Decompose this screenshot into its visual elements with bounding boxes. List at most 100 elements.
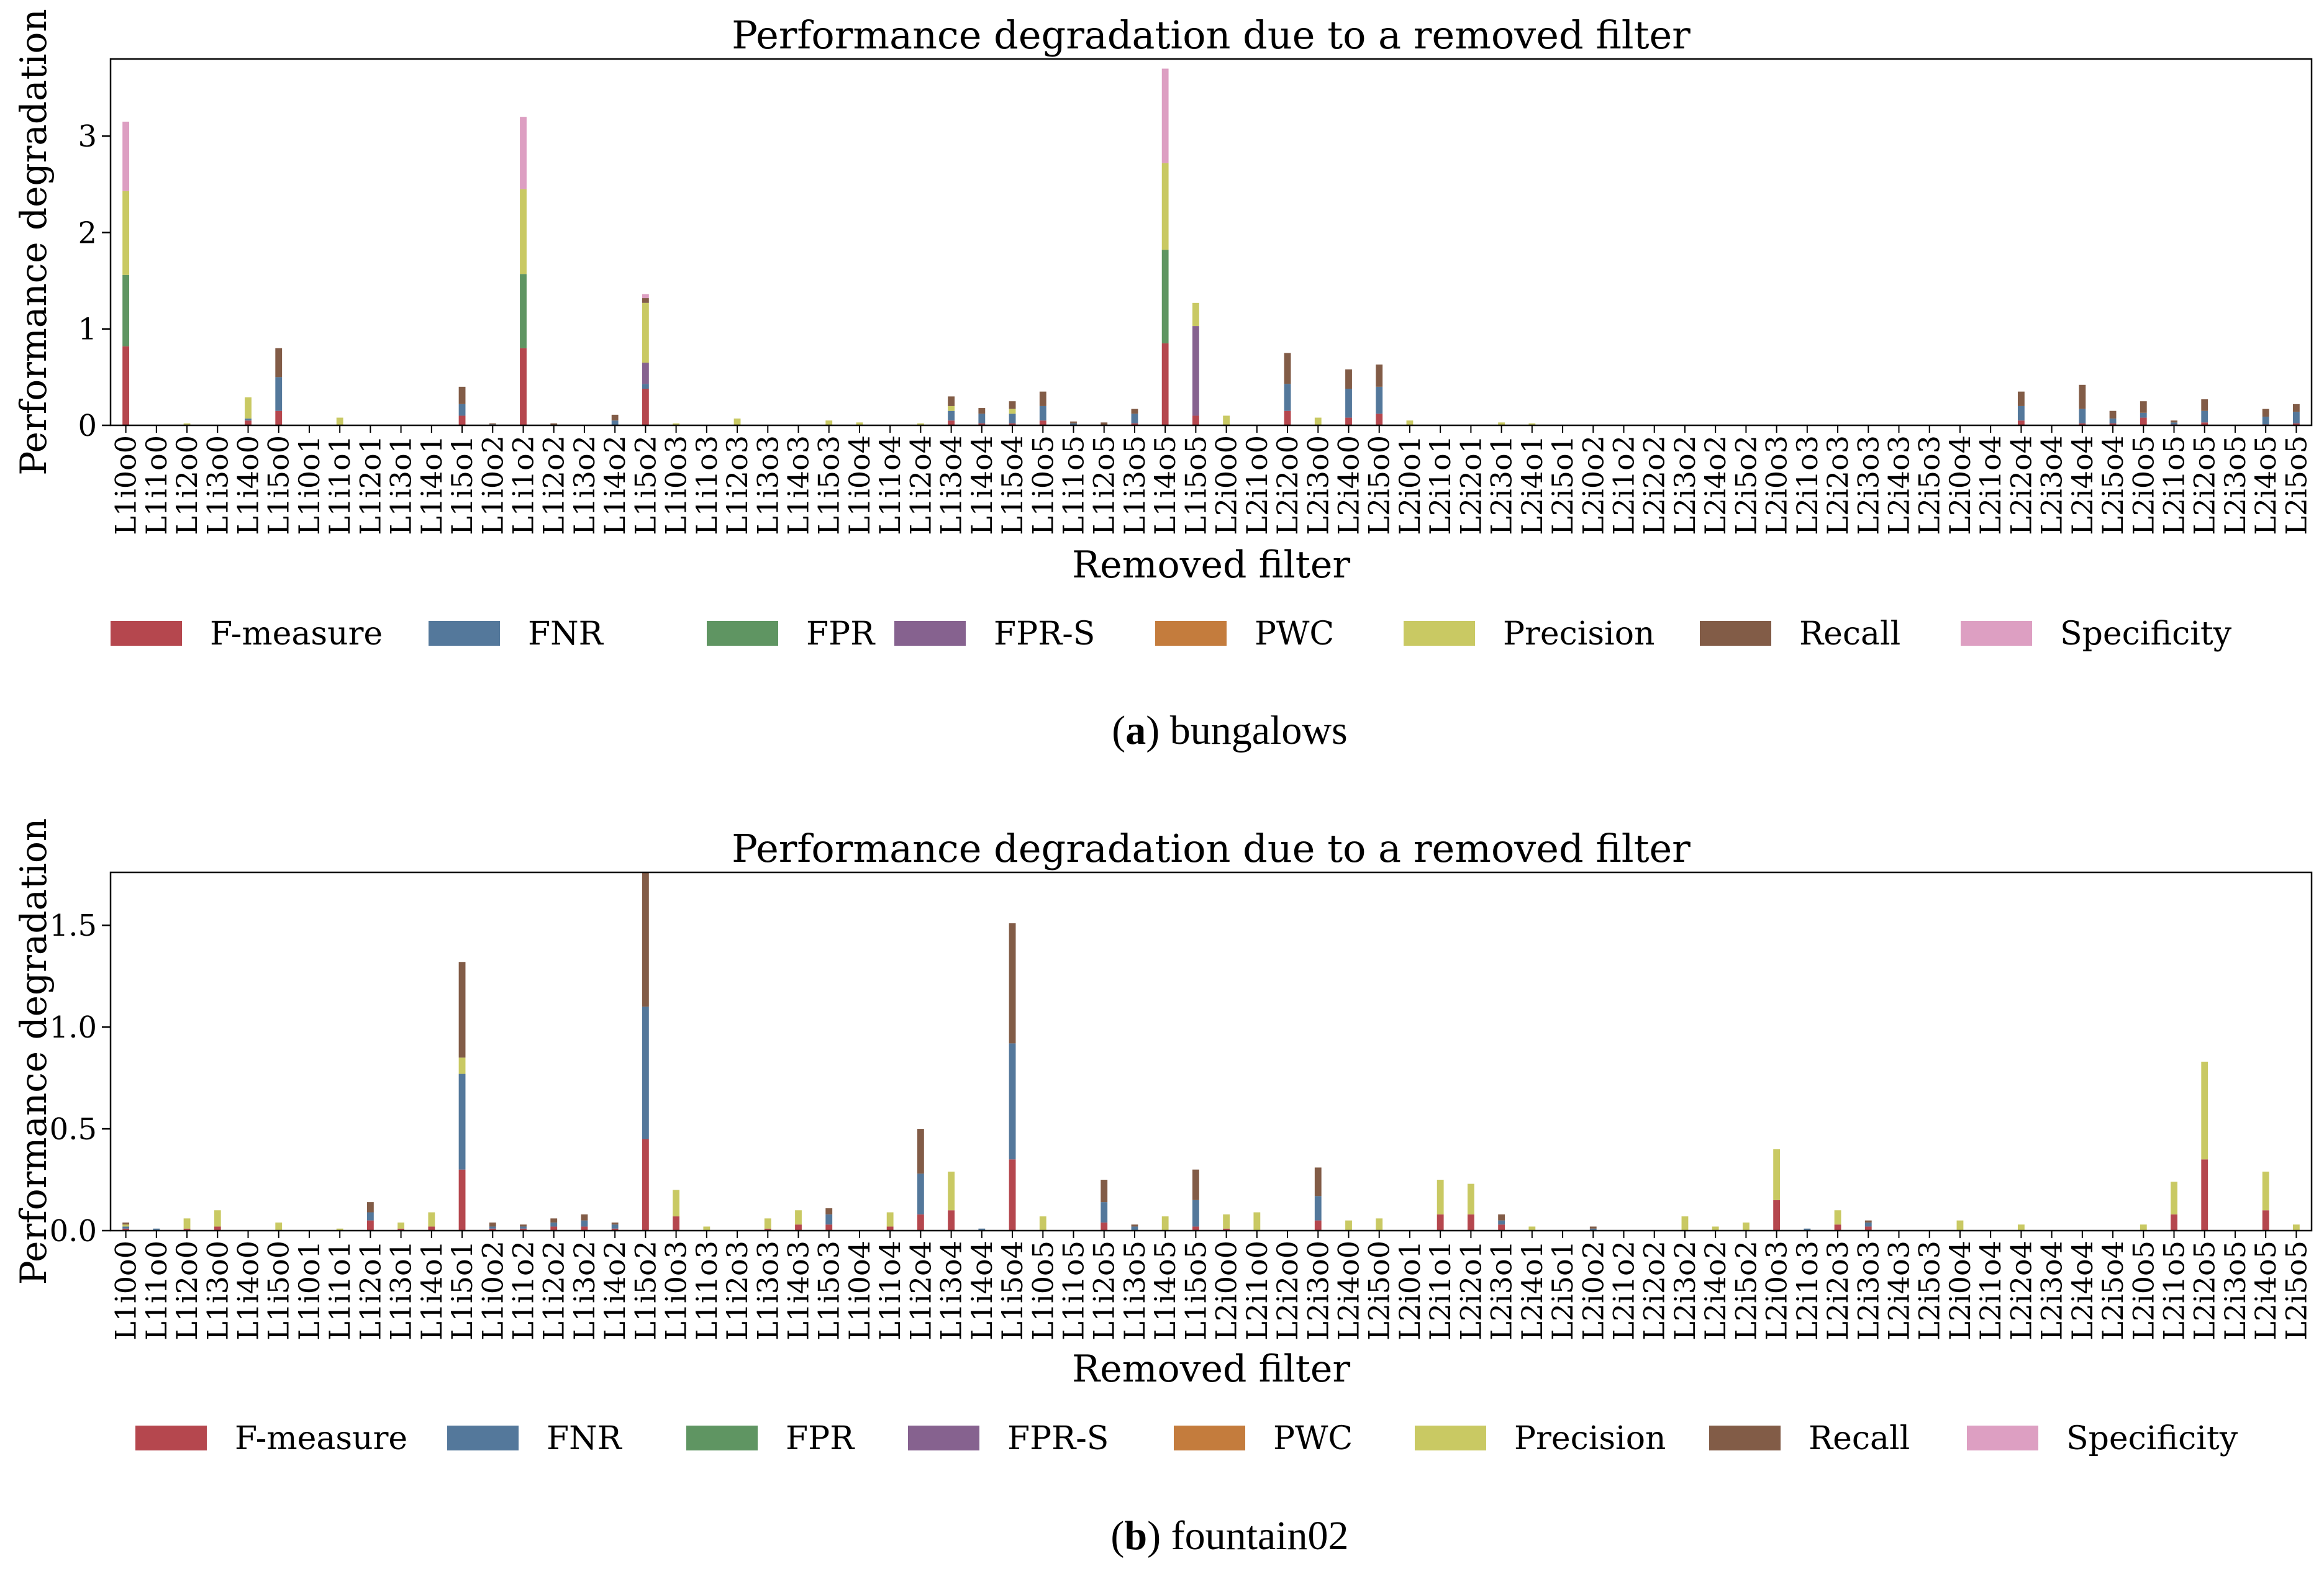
x-tick-label: L2i3o1 [1485,1241,1518,1341]
x-tick-label: L1i2o0 [170,1241,204,1341]
bar-segment-f-measure-L2i5o5 [2292,423,2300,425]
bar-segment-precision-L2i5o5 [2292,1224,2300,1231]
bar-segment-recall-L1i5o4 [1009,923,1016,1044]
bar-segment-fnr-L2i5o4 [2109,418,2117,423]
x-tick-label: L2i0o2 [1576,435,1610,535]
legend-swatch-fnr [447,1426,519,1450]
bar-segment-f-measure-L1i1o2 [520,1228,527,1231]
x-tick-label: L2i0o0 [1210,1241,1243,1341]
x-tick-label: L2i2o1 [1454,1241,1487,1341]
bar-segment-f-measure-L2i3o3 [1864,1226,1872,1231]
x-tick-label: L1i0o3 [660,435,693,535]
x-tick-label: L2i3o3 [1851,1241,1885,1341]
bar-segment-precision-L1i1o2 [520,189,527,274]
x-tick-label: L2i5o5 [2279,435,2313,535]
x-tick-label: L2i4o1 [1515,435,1549,535]
bar-segment-f-measure-L1i2o0 [183,1228,191,1231]
bar-segment-precision-L1i0o3 [673,423,680,425]
bar-segment-fnr-L1i5o5 [1192,1200,1199,1227]
bar-segment-fnr-L2i4o4 [2079,409,2086,423]
caption-text: fountain02 [1161,1513,1348,1558]
bar-segment-f-measure-L2i2o4 [2017,420,2025,425]
bar-segment-f-measure-L1i0o5 [1039,420,1046,425]
bar-segment-precision-L1i0o3 [673,1190,680,1217]
x-tick-label: L2i0o4 [1943,1241,1977,1341]
bar-segment-f-measure-L1i2o1 [366,1220,374,1231]
figure-caption: (b) fountain02 [1110,1513,1348,1558]
x-tick-label: L1i3o0 [201,1241,234,1341]
bar-segment-f-measure-L2i1o5 [2171,1214,2177,1231]
x-tick-label: L2i4o3 [1882,435,1916,535]
bar-segment-precision-L1i4o5 [1161,163,1169,250]
bar-segment-recall-L1i5o1 [458,962,466,1058]
bar-segment-f-measure-L1i1o2 [520,348,527,425]
bar-segment-f-measure-L1i4o5 [1161,343,1169,425]
bar-segment-recall-L1i5o2 [642,872,649,1007]
bar-segment-recall-L2i5o4 [2109,410,2117,419]
x-tick-label: L2i2o5 [2188,435,2222,535]
bar-segment-precision-L2i1o5 [2171,1182,2177,1214]
x-tick-label: L1i4o4 [965,435,999,535]
x-tick-label: L2i2o5 [2188,1241,2222,1341]
x-tick-label: L2i5o3 [1913,435,1946,535]
bar-segment-f-measure-L1i4o3 [795,1224,802,1231]
bar-segment-f-measure-L2i5o0 [1376,414,1383,425]
x-tick-label: L2i1o2 [1607,435,1641,535]
legend-label-fnr: FNR [528,615,604,653]
bar-segment-precision-L2i2o4 [2017,1224,2025,1231]
bar-segment-f-measure-L1i0o0 [122,346,130,425]
x-tick-label: L2i5o4 [2096,435,2130,535]
bar-segment-precision-L2i4o2 [1712,1226,1719,1231]
chart-panel-1: Performance degradation due to a removed… [12,9,2313,753]
bar-segment-f-measure-L1i2o2 [550,1226,558,1231]
bar-segment-fnr-L2i4o0 [1345,389,1352,418]
bar-segment-f-measure-L2i2o5 [2201,1159,2208,1231]
bar-segment-f-measure-L1i5o0 [275,410,283,425]
bar-segment-fnr-L2i3o0 [1314,1196,1322,1221]
bar-segment-f-measure-L1i5o5 [1192,1226,1199,1231]
bar-segment-f-measure-L1i5o5 [1192,415,1199,425]
bar-segment-precision-L2i1o1 [1437,1180,1444,1214]
bar-segment-precision-L1i4o5 [1161,1216,1169,1231]
legend-swatch-fpr-s [894,621,966,646]
x-tick-label: L1i1o0 [140,435,173,535]
bar-segment-recall-L1i0o2 [489,1222,496,1227]
bar-segment-f-measure-L2i0o0 [1223,1228,1230,1231]
legend-swatch-fpr [686,1426,758,1450]
bar-segment-recall-L2i5o5 [2292,404,2300,412]
bar-segment-fpr-s-L1i5o2 [642,363,649,384]
chart-title: Performance degradation due to a removed… [732,12,1691,58]
x-tick-label: L2i4o5 [2249,435,2282,535]
bar-segment-fnr-L1i1o2 [520,1226,527,1229]
x-tick-label: L1i0o1 [293,435,326,535]
x-tick-label: L1i3o4 [935,1241,968,1341]
x-tick-label: L1i5o2 [629,1241,662,1341]
bar-segment-fnr-L2i2o0 [1284,384,1291,411]
caption-letter: b [1124,1513,1147,1558]
legend-label-fpr: FPR [806,615,876,653]
bar-segment-f-measure-L1i3o4 [948,420,955,425]
x-axis-label: Removed filter [1072,1347,1350,1391]
bar-segment-recall-L1i1o2 [520,1224,527,1227]
bar-segment-f-measure-L2i3o0 [1314,1220,1322,1231]
bar-segment-precision-L2i4o5 [2262,1171,2269,1211]
bar-segment-recall-L1i0o2 [489,423,496,425]
y-tick-label: 0.0 [50,1214,97,1249]
bar-segment-recall-L1i2o5 [1101,422,1108,425]
bar-segment-specificity-L1i4o5 [1161,68,1169,163]
bar-segment-f-measure-L1i2o4 [917,1214,924,1231]
bar-segment-precision-L1i5o0 [275,1222,283,1231]
legend-label-specificity: Specificity [2066,1420,2238,1457]
bar-segment-precision-L1i5o5 [1192,302,1199,327]
figure-caption: (a) bungalows [1112,708,1347,753]
bar-segment-recall-L1i5o5 [1192,1169,1199,1200]
bar-segment-f-measure-L1i4o0 [245,420,252,425]
caption-open: ( [1112,708,1125,753]
bar-segment-recall-L2i4o0 [1345,369,1352,389]
bar-segment-precision-L1i2o4 [917,423,924,425]
bar-segment-precision-L1i3o1 [397,1222,405,1229]
bar-segment-precision-L2i5o0 [1376,1218,1383,1231]
x-tick-label: L1i3o3 [751,435,784,535]
x-tick-label: L1i3o4 [935,435,968,535]
